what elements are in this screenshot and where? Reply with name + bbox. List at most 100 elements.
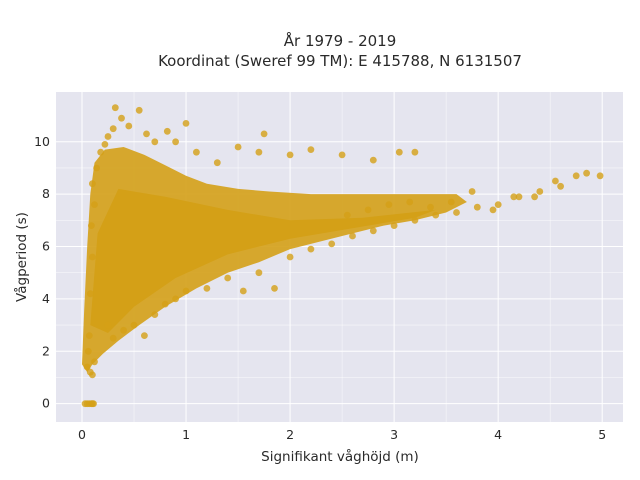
scatter-point — [328, 240, 336, 248]
y-tick-label: 6 — [42, 239, 50, 254]
scatter-point — [369, 156, 377, 164]
scatter-point — [193, 148, 200, 156]
x-tick-label: 0 — [78, 427, 86, 442]
y-tick-label: 4 — [42, 291, 50, 306]
scatter-point — [203, 285, 211, 292]
scatter-point — [104, 133, 112, 140]
scatter-point — [89, 371, 96, 379]
scatter-point — [135, 106, 143, 114]
scatter-point — [307, 146, 315, 154]
scatter-point — [141, 332, 148, 339]
scatter-point — [90, 400, 97, 408]
scatter-point — [255, 148, 263, 156]
scatter-point — [494, 201, 502, 209]
x-tick-label: 3 — [390, 427, 398, 442]
scatter-point — [510, 193, 518, 201]
scatter-point — [101, 141, 109, 148]
scatter-point — [552, 177, 559, 185]
scatter-point — [151, 311, 159, 318]
y-tick-label: 10 — [34, 134, 50, 149]
scatter-point — [89, 180, 96, 188]
scatter-point — [432, 211, 440, 219]
scatter-point — [364, 206, 372, 214]
y-tick-label: 0 — [42, 396, 50, 411]
scatter-point — [130, 321, 138, 329]
scatter-point — [143, 130, 150, 138]
x-axis-label: Signifikant våghöjd (m) — [261, 448, 419, 465]
x-tick-label: 4 — [494, 427, 502, 442]
scatter-point — [151, 138, 159, 146]
scatter-point — [369, 227, 377, 235]
scatter-point — [515, 193, 523, 201]
scatter-point — [349, 232, 356, 240]
scatter-point — [260, 130, 268, 138]
scatter-point — [224, 274, 232, 282]
scatter-point — [343, 211, 351, 219]
chart-subtitle: Koordinat (Sweref 99 TM): E 415788, N 61… — [158, 52, 522, 70]
scatter-point — [271, 285, 278, 292]
x-tick-label: 2 — [286, 427, 294, 442]
x-tick-label: 1 — [182, 427, 190, 442]
scatter-point — [163, 127, 171, 135]
scatter-point — [213, 159, 221, 167]
scatter-point — [390, 222, 398, 230]
scatter-point — [125, 122, 133, 130]
scatter-point — [120, 326, 127, 334]
scatter-point — [557, 182, 564, 190]
scatter-core-region — [90, 188, 436, 333]
scatter-point — [255, 269, 263, 277]
scatter-point — [596, 172, 604, 180]
scatter-point — [182, 287, 190, 295]
scatter-point — [88, 222, 95, 230]
scatter-point — [161, 300, 169, 308]
scatter-point — [86, 290, 94, 298]
scatter-point — [453, 209, 460, 216]
scatter-point — [84, 347, 92, 355]
chart-title: År 1979 - 2019 — [284, 31, 397, 50]
scatter-point — [172, 138, 180, 146]
scatter-point — [91, 358, 98, 366]
scatter-point — [85, 332, 93, 339]
scatter-point — [239, 287, 247, 295]
scatter-point — [118, 114, 125, 122]
scatter-point — [536, 188, 544, 195]
scatter-point — [531, 193, 538, 201]
x-axis-ticks: 0 1 2 3 4 5 — [78, 427, 606, 442]
scatter-point — [286, 151, 294, 159]
scatter-point — [97, 148, 105, 156]
plot-area — [56, 92, 623, 422]
scatter-point — [286, 253, 294, 261]
scatter-point — [411, 216, 419, 224]
scatter-point — [489, 206, 497, 214]
scatter-point — [395, 148, 403, 156]
scatter-point — [338, 151, 346, 159]
scatter-point — [385, 201, 393, 209]
scatter-point — [234, 143, 242, 151]
x-tick-label: 5 — [598, 427, 606, 442]
scatter-point — [427, 203, 434, 211]
scatter-point — [572, 172, 580, 180]
scatter-point — [83, 363, 91, 371]
scatter-point — [109, 334, 117, 342]
y-tick-label: 8 — [42, 186, 50, 201]
scatter-point — [583, 169, 590, 177]
scatter-point — [468, 188, 476, 195]
scatter-point — [109, 125, 117, 133]
scatter-point — [91, 201, 98, 209]
scatter-point — [172, 295, 180, 303]
scatter-point — [411, 148, 419, 156]
scatter-point — [104, 321, 112, 329]
scatter-point — [447, 198, 455, 206]
scatter-point — [93, 164, 100, 172]
y-axis-label: Vågperiod (s) — [13, 212, 30, 302]
scatter-point — [111, 104, 119, 112]
scatter-point — [89, 253, 96, 261]
y-axis-ticks: 0 2 4 6 8 10 — [34, 134, 50, 411]
scatter-point — [473, 203, 481, 211]
scatter-point — [307, 245, 315, 253]
scatter-point — [406, 198, 414, 206]
y-tick-label: 2 — [42, 343, 50, 358]
scatter-point — [182, 120, 190, 127]
points-layer — [81, 104, 604, 408]
